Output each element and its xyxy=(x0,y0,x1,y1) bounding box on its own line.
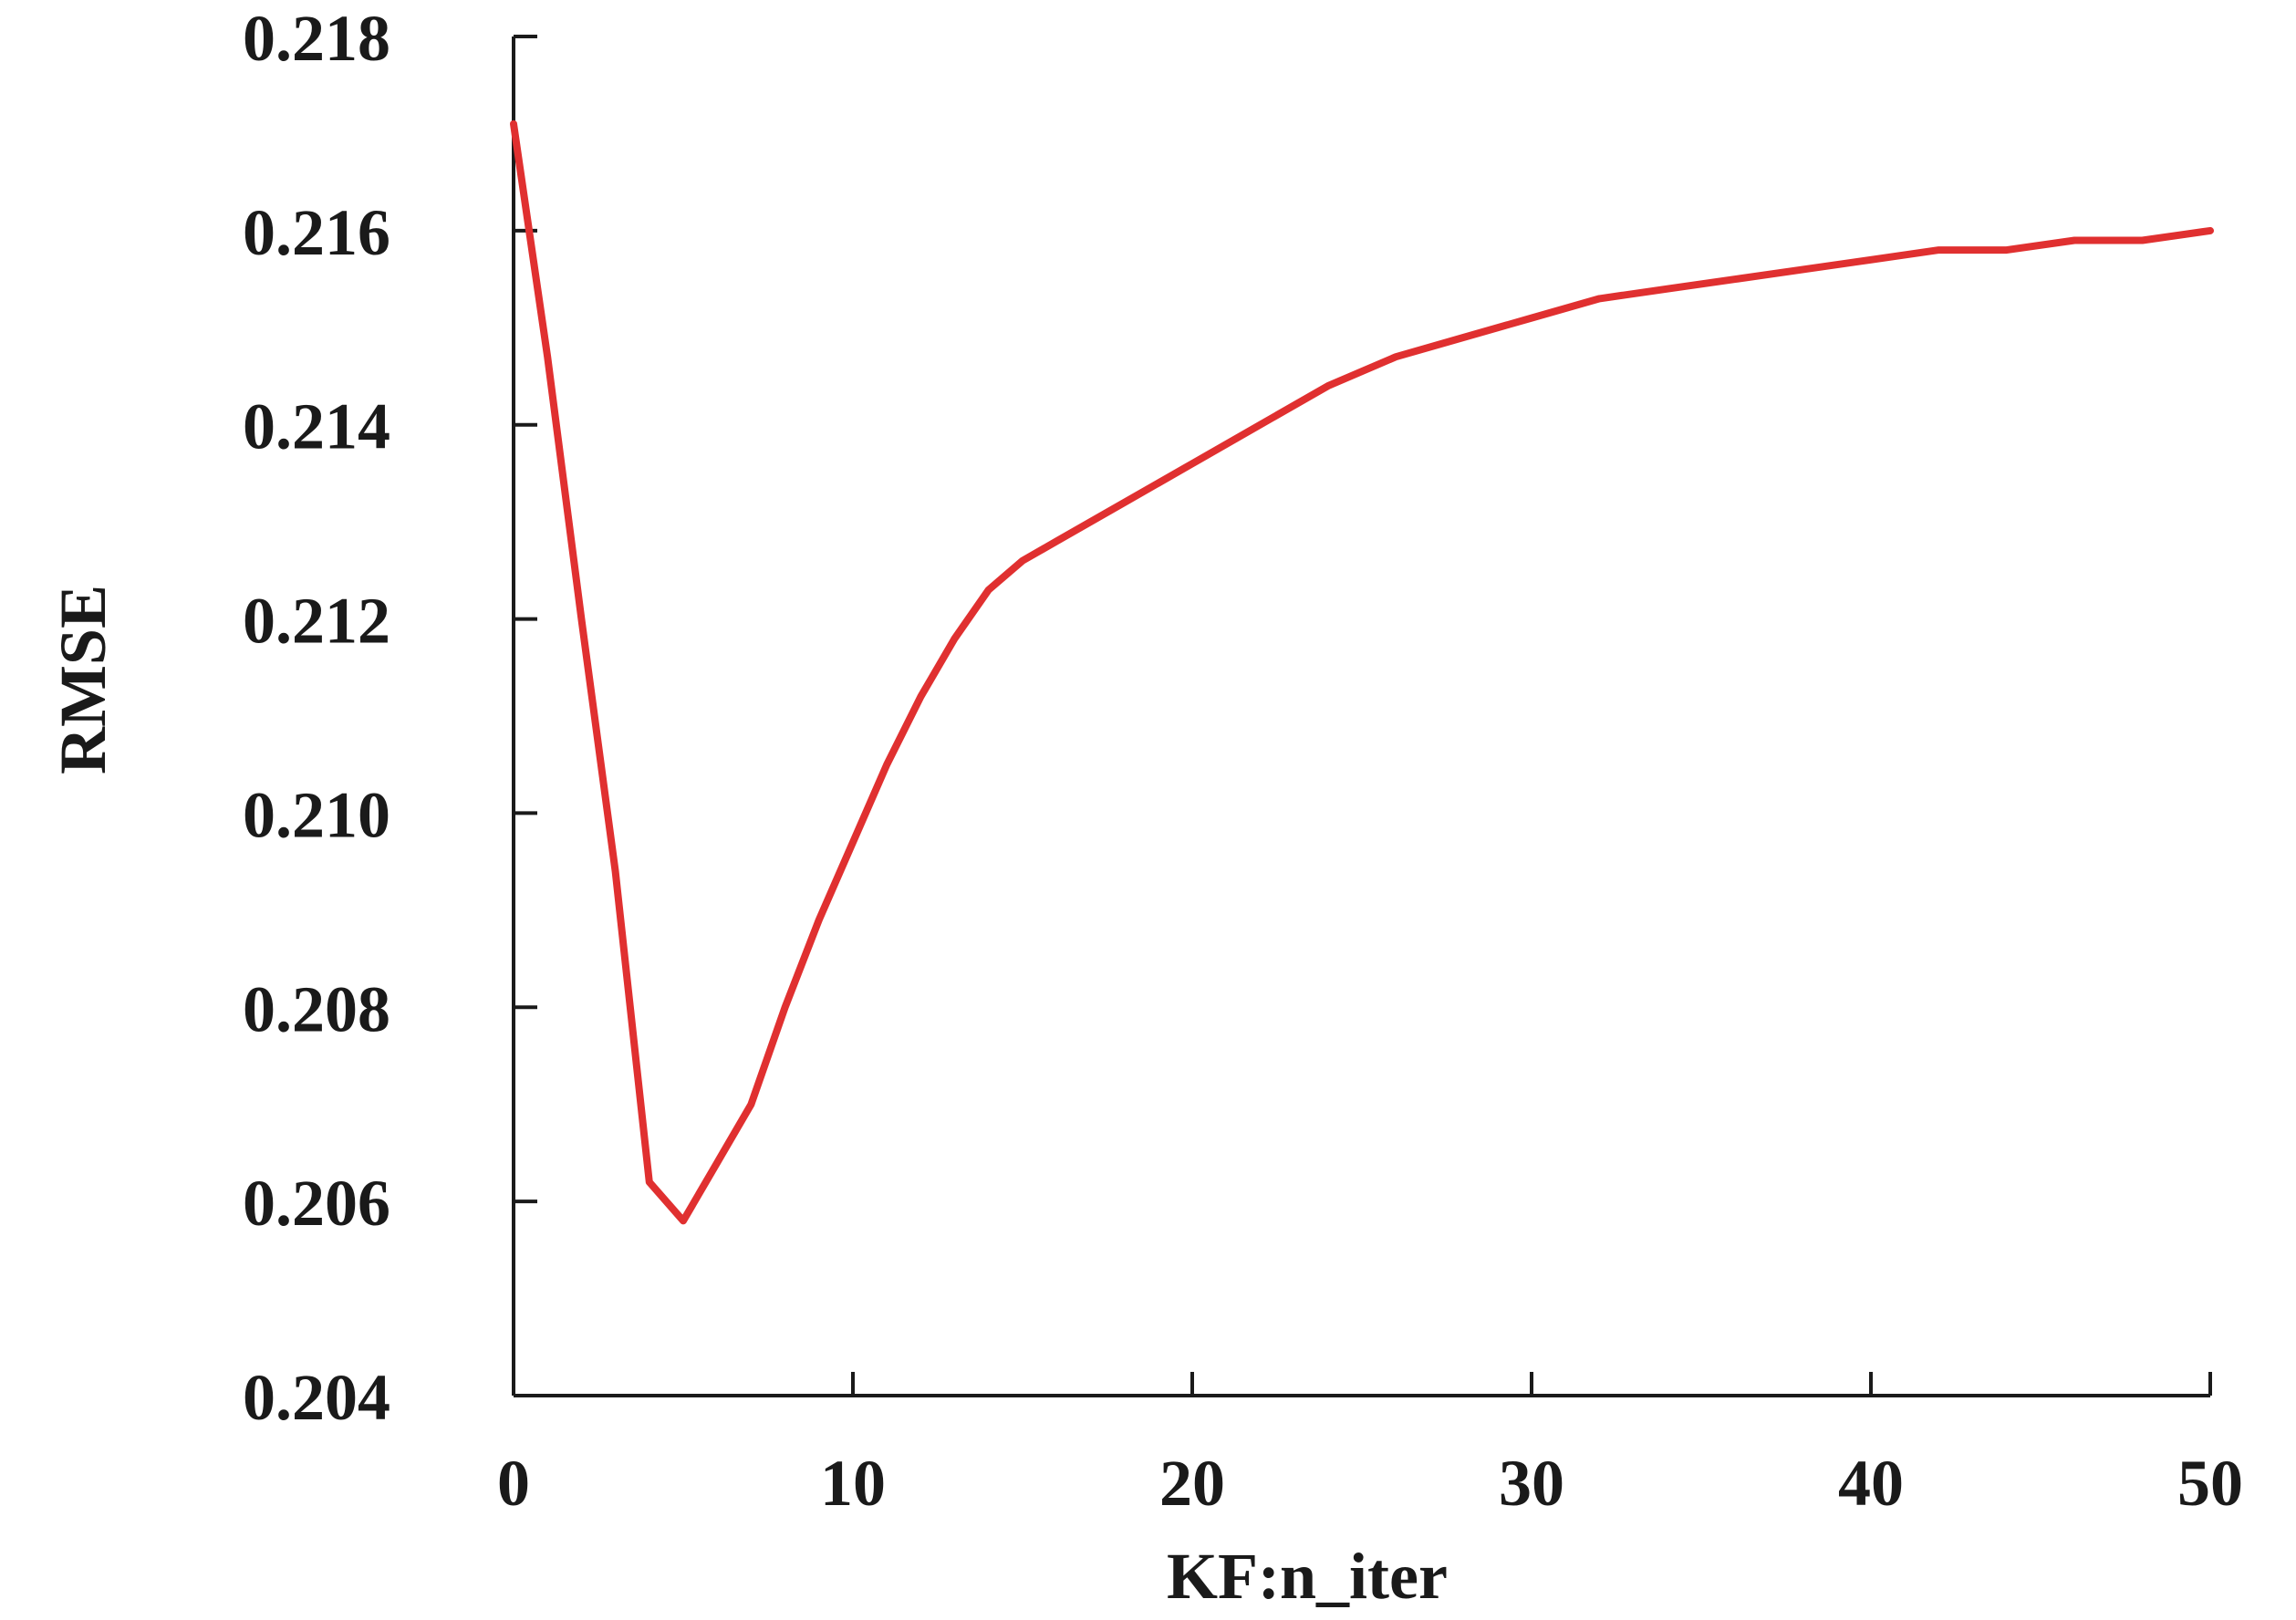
y-tick-label: 0.204 xyxy=(243,1361,390,1434)
x-tick-label: 40 xyxy=(1838,1447,1904,1520)
y-ticks: 0.204 0.206 0.208 0.210 0.212 0.214 0.216 0.218 xyxy=(243,2,537,1434)
y-tick-label: 0.206 xyxy=(243,1167,390,1240)
x-tick-label: 10 xyxy=(820,1447,886,1520)
x-tick-label: 50 xyxy=(2177,1447,2243,1520)
y-axis-title: RMSE xyxy=(47,585,119,774)
y-tick-label: 0.218 xyxy=(243,2,390,75)
y-tick-label: 0.214 xyxy=(243,390,390,463)
x-tick-label: 30 xyxy=(1499,1447,1564,1520)
series-layer xyxy=(510,119,2214,1225)
series-line xyxy=(510,119,2214,1225)
y-tick-label: 0.210 xyxy=(243,778,390,851)
x-tick-label: 20 xyxy=(1159,1447,1225,1520)
y-tick-label: 0.216 xyxy=(243,196,390,269)
y-tick-label: 0.212 xyxy=(243,585,390,658)
x-ticks: 0 10 20 30 40 50 xyxy=(497,1372,2243,1520)
axes xyxy=(512,36,2210,1397)
x-tick-label: 0 xyxy=(497,1447,530,1520)
x-axis-title: KF:n_iter xyxy=(1167,1540,1448,1613)
y-tick-label: 0.208 xyxy=(243,972,390,1045)
